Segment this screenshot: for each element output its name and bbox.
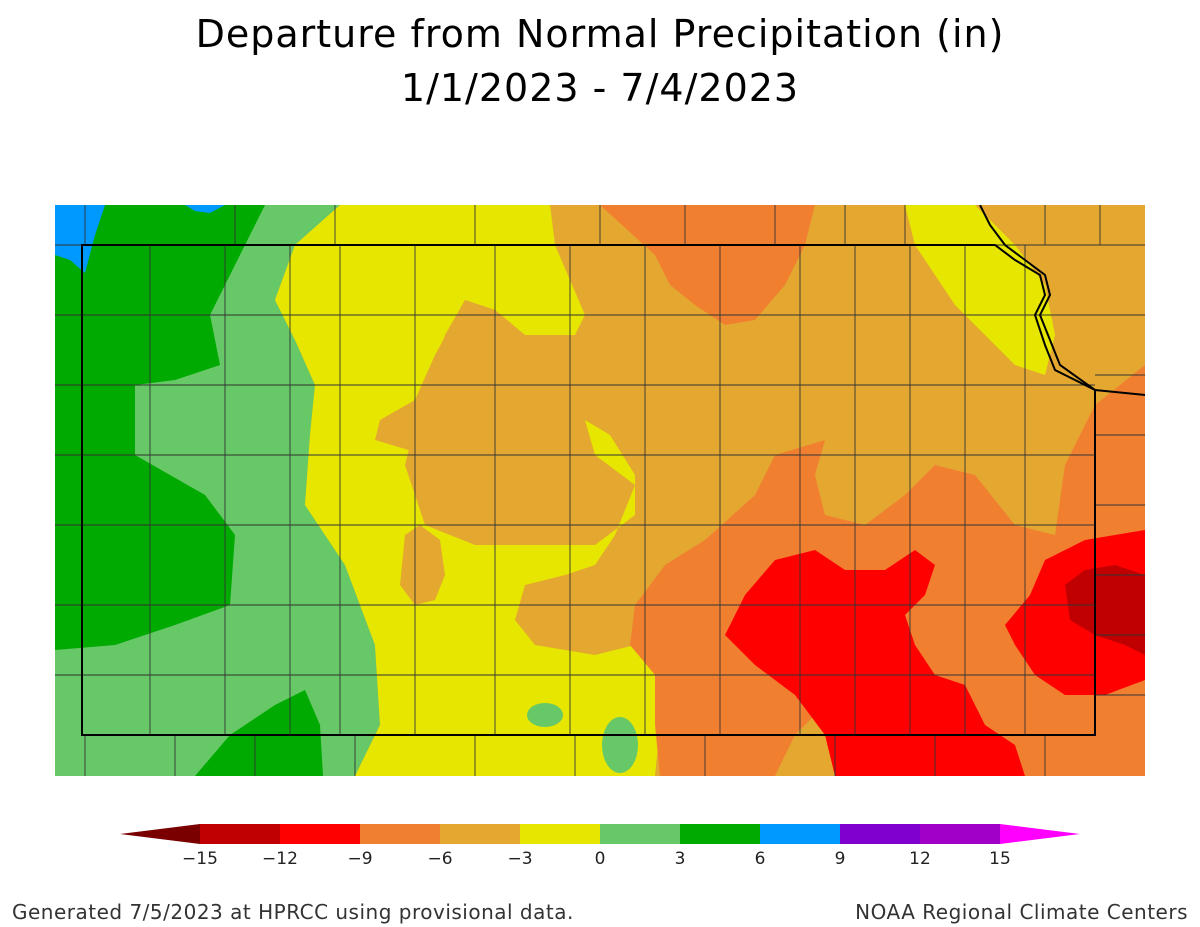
legend-bin: [440, 824, 520, 844]
source-credit: NOAA Regional Climate Centers: [855, 900, 1188, 924]
legend-bin: [600, 824, 680, 844]
legend-bin: [680, 824, 760, 844]
region-0-to-3-blob-a: [527, 703, 563, 727]
legend-bin: [360, 824, 440, 844]
legend-bin: [840, 824, 920, 844]
legend-bin: [200, 824, 280, 844]
state-boundary: [81, 205, 1145, 736]
region-6-to-9-nw: [55, 205, 105, 273]
color-legend: −15 −12 −9 −6 −3 0 3 6 9 12 15: [120, 824, 1080, 869]
legend-tick-label: 3: [675, 849, 686, 869]
precipitation-map: [55, 205, 1145, 776]
region-minus3-to-0-band: [275, 205, 660, 776]
legend-tick-label: 15: [989, 849, 1011, 869]
legend-tick-label: −3: [507, 849, 532, 869]
region-6-to-9-nw2: [185, 205, 225, 213]
region-minus9-to-minus6-north: [600, 205, 815, 325]
legend-tick-label: 0: [595, 849, 606, 869]
legend-bin: [520, 824, 600, 844]
region-0-to-3-blob-b: [602, 717, 638, 773]
legend-tick-label: −9: [347, 849, 372, 869]
map-date-range: 1/1/2023 - 7/4/2023: [400, 66, 800, 110]
region-minus6-minus3-blob: [400, 525, 445, 605]
region-minus3-to-0-ne: [905, 205, 1055, 375]
legend-tick-label: 12: [909, 849, 931, 869]
generated-note: Generated 7/5/2023 at HPRCC using provis…: [12, 900, 574, 924]
legend-tick-label: −12: [262, 849, 298, 869]
legend-tick-label: −6: [427, 849, 452, 869]
legend-bin: [920, 824, 1000, 844]
legend-tick-label: 6: [755, 849, 766, 869]
legend-bin: [760, 824, 840, 844]
region-minus15-to-minus12-east: [1065, 565, 1145, 655]
legend-tick-label: 9: [835, 849, 846, 869]
region-3-to-6-west: [55, 205, 265, 650]
map-title: Departure from Normal Precipitation (in): [195, 12, 1005, 56]
region-minus6-minus3-tongue: [375, 245, 625, 475]
region-3-to-6-south: [195, 690, 323, 776]
legend-bin-above: [1000, 824, 1080, 844]
legend-bin: [280, 824, 360, 844]
color-fill-regions: [55, 205, 1145, 776]
legend-tick-label: −15: [182, 849, 218, 869]
legend-bin-below: [120, 824, 200, 844]
